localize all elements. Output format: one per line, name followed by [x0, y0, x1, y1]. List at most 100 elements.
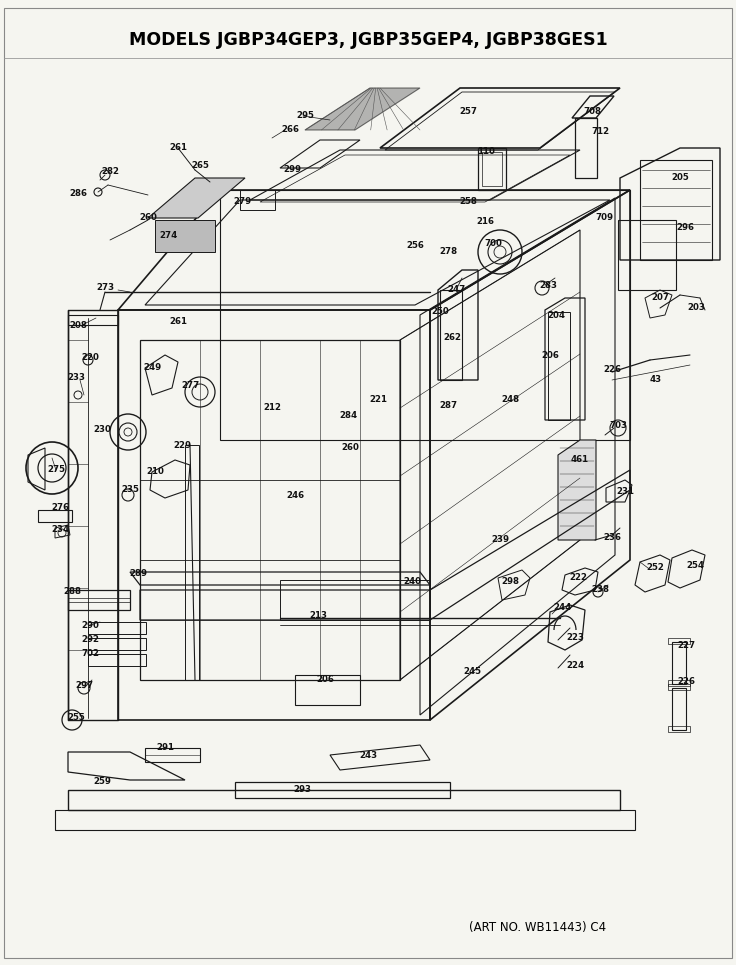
- Text: 203: 203: [687, 304, 705, 313]
- Bar: [185, 445, 199, 680]
- Text: 708: 708: [583, 107, 601, 117]
- Text: 208: 208: [69, 320, 87, 329]
- Bar: [482, 152, 502, 186]
- Text: MODELS JGBP34GEP3, JGBP35GEP4, JGBP38GES1: MODELS JGBP34GEP3, JGBP35GEP4, JGBP38GES…: [129, 31, 607, 49]
- Text: 277: 277: [181, 380, 199, 390]
- Text: 245: 245: [463, 668, 481, 676]
- Text: 700: 700: [484, 239, 502, 249]
- Text: 291: 291: [156, 743, 174, 753]
- Text: 461: 461: [571, 455, 589, 464]
- Bar: [668, 638, 690, 644]
- Text: 702: 702: [81, 649, 99, 658]
- Text: 286: 286: [69, 189, 87, 199]
- Text: 243: 243: [359, 752, 377, 760]
- Polygon shape: [558, 440, 596, 540]
- Text: 224: 224: [566, 660, 584, 670]
- Bar: [295, 675, 360, 705]
- Bar: [478, 148, 506, 190]
- Text: 240: 240: [403, 577, 421, 587]
- Text: 229: 229: [173, 440, 191, 450]
- Text: 233: 233: [67, 373, 85, 382]
- Text: 230: 230: [93, 426, 111, 434]
- Text: 254: 254: [686, 561, 704, 569]
- Text: 273: 273: [96, 284, 114, 292]
- Text: 222: 222: [569, 573, 587, 583]
- Text: 279: 279: [233, 198, 251, 207]
- Text: 43: 43: [650, 375, 662, 384]
- Text: 226: 226: [677, 677, 695, 686]
- Text: 261: 261: [169, 317, 187, 326]
- Text: 204: 204: [547, 311, 565, 319]
- Text: 293: 293: [293, 786, 311, 794]
- Text: 284: 284: [339, 410, 357, 420]
- Text: 226: 226: [603, 366, 621, 374]
- Text: 276: 276: [51, 504, 69, 512]
- Bar: [640, 160, 712, 260]
- Text: 289: 289: [129, 569, 147, 578]
- Text: 290: 290: [81, 620, 99, 629]
- Text: 235: 235: [121, 485, 139, 494]
- Text: 261: 261: [169, 143, 187, 152]
- Text: 238: 238: [591, 586, 609, 594]
- Text: 244: 244: [553, 603, 571, 613]
- Bar: [88, 622, 146, 634]
- Bar: [668, 684, 690, 690]
- Text: 288: 288: [63, 588, 81, 596]
- Text: 256: 256: [406, 240, 424, 250]
- Text: 283: 283: [539, 281, 557, 290]
- Text: 246: 246: [286, 490, 304, 500]
- Text: 239: 239: [491, 536, 509, 544]
- Bar: [668, 726, 690, 732]
- Text: 231: 231: [616, 487, 634, 497]
- Text: 247: 247: [447, 286, 465, 294]
- Text: 223: 223: [566, 633, 584, 643]
- Bar: [440, 290, 462, 380]
- Text: 709: 709: [595, 213, 613, 223]
- Text: 227: 227: [677, 641, 695, 649]
- Text: 292: 292: [81, 636, 99, 645]
- Bar: [548, 312, 570, 420]
- Text: 252: 252: [646, 564, 664, 572]
- Polygon shape: [305, 88, 420, 130]
- Text: 220: 220: [81, 353, 99, 363]
- Text: 295: 295: [296, 112, 314, 121]
- Text: 282: 282: [101, 168, 119, 177]
- Text: 216: 216: [476, 217, 494, 227]
- Text: 296: 296: [676, 224, 694, 233]
- Bar: [672, 642, 686, 684]
- Text: 297: 297: [75, 680, 93, 690]
- Text: 250: 250: [431, 308, 449, 317]
- Text: 213: 213: [309, 611, 327, 620]
- Text: 234: 234: [51, 526, 69, 535]
- Text: 266: 266: [281, 125, 299, 134]
- Text: 236: 236: [603, 534, 621, 542]
- Text: 249: 249: [143, 364, 161, 372]
- Text: (ART NO. WB11443) C4: (ART NO. WB11443) C4: [470, 922, 606, 934]
- Text: 299: 299: [283, 166, 301, 175]
- Text: 257: 257: [459, 107, 477, 117]
- Text: 703: 703: [609, 421, 627, 429]
- Polygon shape: [148, 178, 245, 218]
- Text: 262: 262: [443, 334, 461, 343]
- Bar: [668, 680, 690, 686]
- Text: 207: 207: [651, 293, 669, 302]
- Bar: [575, 118, 597, 178]
- Text: 248: 248: [501, 396, 519, 404]
- Bar: [672, 688, 686, 730]
- Text: 255: 255: [67, 713, 85, 723]
- Text: 287: 287: [439, 400, 457, 409]
- Bar: [155, 220, 215, 252]
- Text: 265: 265: [191, 160, 209, 170]
- Text: 258: 258: [459, 198, 477, 207]
- Text: 298: 298: [501, 577, 519, 587]
- Text: 260: 260: [341, 444, 359, 453]
- Text: 110: 110: [477, 148, 495, 156]
- Text: 275: 275: [47, 465, 65, 475]
- Text: 259: 259: [93, 778, 111, 786]
- Text: 206: 206: [541, 350, 559, 360]
- Bar: [240, 190, 275, 210]
- Text: 210: 210: [146, 467, 164, 477]
- Bar: [88, 638, 146, 650]
- Text: 260: 260: [139, 213, 157, 223]
- Text: 278: 278: [439, 247, 457, 257]
